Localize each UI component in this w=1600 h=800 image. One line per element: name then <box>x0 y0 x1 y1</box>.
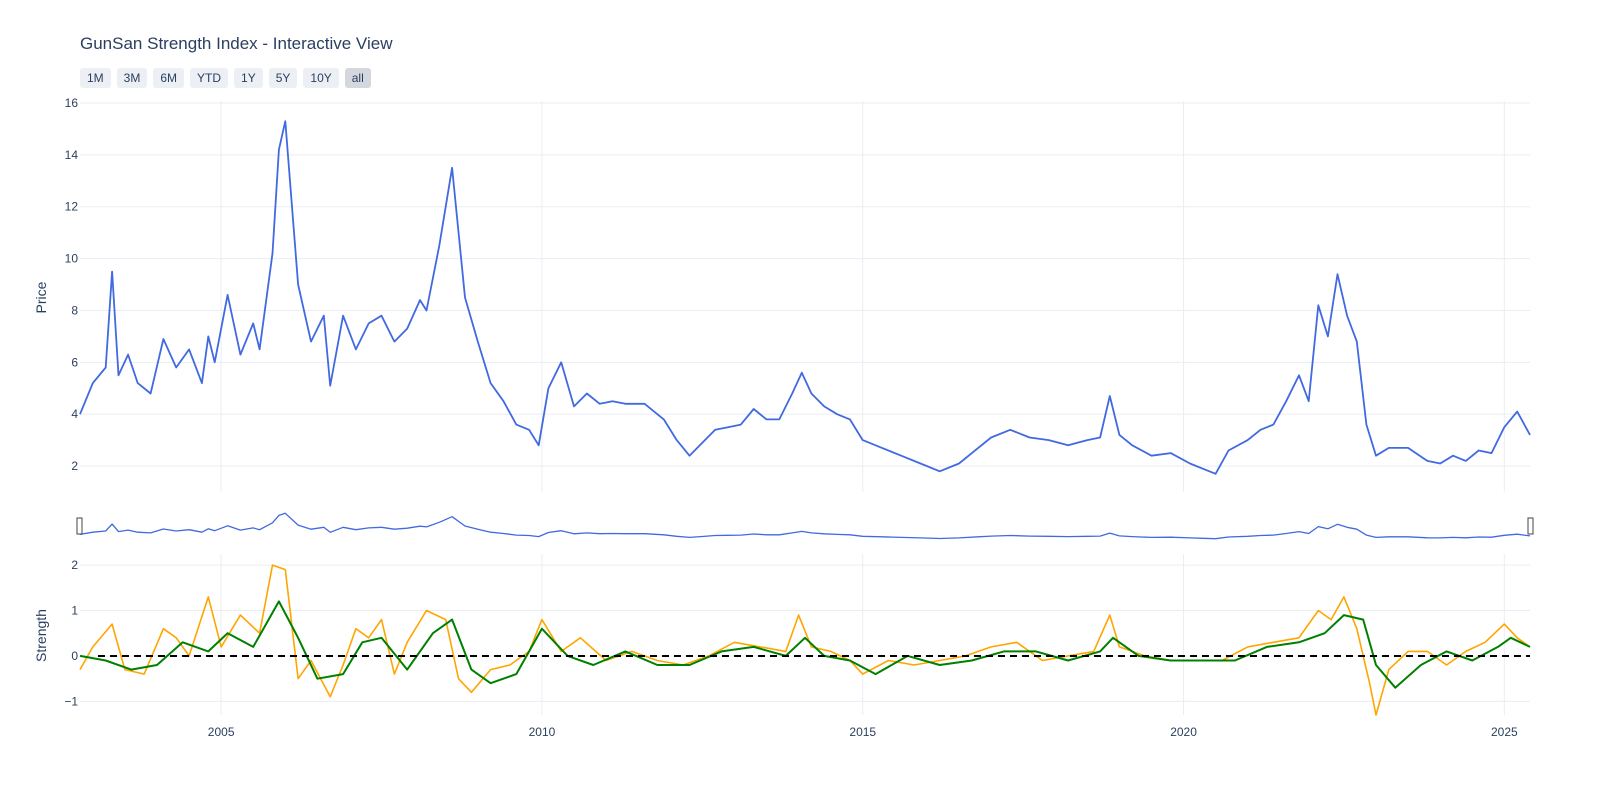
range-slider[interactable] <box>76 510 1534 542</box>
price-series-line <box>79 120 1531 475</box>
price-ytick-label: 6 <box>71 355 78 369</box>
xtick-label: 2005 <box>208 725 235 739</box>
range-selector: 1M 3M 6M YTD 1Y 5Y 10Y all <box>80 68 371 88</box>
price-ylabel: Price <box>33 281 49 313</box>
strength-smoothed-line <box>79 600 1531 689</box>
range-slider-price-line <box>79 512 1531 540</box>
xtick-label: 2010 <box>529 725 556 739</box>
price-panel[interactable]: 2 4 6 8 10 12 14 16 Price <box>33 96 1531 492</box>
range-slider-left-handle <box>76 517 83 535</box>
range-button-1y[interactable]: 1Y <box>234 68 263 88</box>
xtick-label: 2020 <box>1170 725 1197 739</box>
strength-ytick-label: 0 <box>71 649 78 663</box>
strength-panel[interactable]: −1 0 1 2 Strength 2005 2010 2015 2020 2025 <box>33 554 1531 739</box>
price-ytick-label: 2 <box>71 459 78 473</box>
price-ytick-label: 4 <box>71 407 78 421</box>
price-ytick-label: 14 <box>65 148 79 162</box>
range-button-3m[interactable]: 3M <box>116 68 148 88</box>
range-button-6m[interactable]: 6M <box>153 68 185 88</box>
range-button-1m[interactable]: 1M <box>80 68 111 88</box>
xtick-label: 2015 <box>849 725 876 739</box>
range-button-all[interactable]: all <box>344 68 371 88</box>
strength-raw-line <box>79 564 1531 716</box>
range-button-ytd[interactable]: YTD <box>190 68 229 88</box>
price-ytick-label: 12 <box>65 200 79 214</box>
price-ytick-label: 16 <box>65 96 79 110</box>
range-slider-background <box>80 510 1530 542</box>
price-ytick-label: 8 <box>71 303 78 317</box>
xtick-label: 2025 <box>1491 725 1518 739</box>
price-ytick-label: 10 <box>65 252 79 266</box>
strength-ytick-label: −1 <box>64 694 78 708</box>
range-button-5y[interactable]: 5Y <box>268 68 298 88</box>
chart-title: GunSan Strength Index - Interactive View <box>80 34 393 53</box>
strength-ytick-label: 1 <box>71 604 78 618</box>
strength-ylabel: Strength <box>33 609 49 662</box>
range-slider-right-handle <box>1527 517 1534 535</box>
strength-ytick-label: 2 <box>71 558 78 572</box>
range-button-10y[interactable]: 10Y <box>303 68 339 88</box>
